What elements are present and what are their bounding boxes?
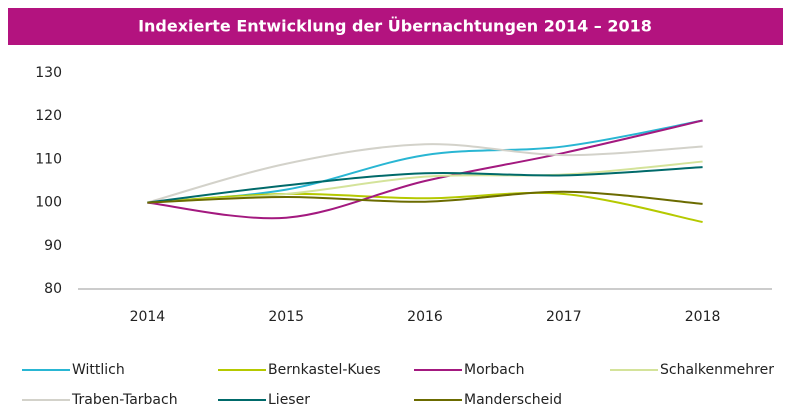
y-tick-label: 90 [44, 238, 62, 254]
legend-label: Lieser [268, 392, 310, 408]
x-tick-label: 2018 [685, 309, 721, 325]
legend-label: Morbach [464, 362, 524, 378]
y-tick-label: 120 [35, 108, 62, 124]
series-line [147, 191, 703, 224]
x-tick-label: 2017 [546, 309, 582, 325]
legend-label: Wittlich [72, 362, 125, 378]
legend-label: Bernkastel-Kues [268, 362, 381, 378]
legend-label: Traben-Tarbach [71, 392, 178, 408]
legend-label: Manderscheid [464, 392, 562, 408]
series-line [147, 143, 703, 204]
series-line [147, 166, 703, 204]
y-tick-label: 100 [35, 195, 62, 211]
x-tick-label: 2015 [268, 309, 304, 325]
series-line [147, 119, 703, 204]
y-tick-label: 130 [35, 65, 62, 81]
series-line [147, 190, 703, 205]
y-tick-label: 110 [35, 151, 62, 167]
legend-label: Schalkenmehrer [660, 362, 774, 378]
chart-title: Indexierte Entwicklung der Übernachtunge… [138, 17, 652, 36]
x-tick-label: 2014 [130, 309, 166, 325]
title-banner [8, 8, 783, 45]
y-tick-label: 80 [44, 281, 62, 297]
series-line [147, 119, 703, 220]
x-tick-label: 2016 [407, 309, 443, 325]
